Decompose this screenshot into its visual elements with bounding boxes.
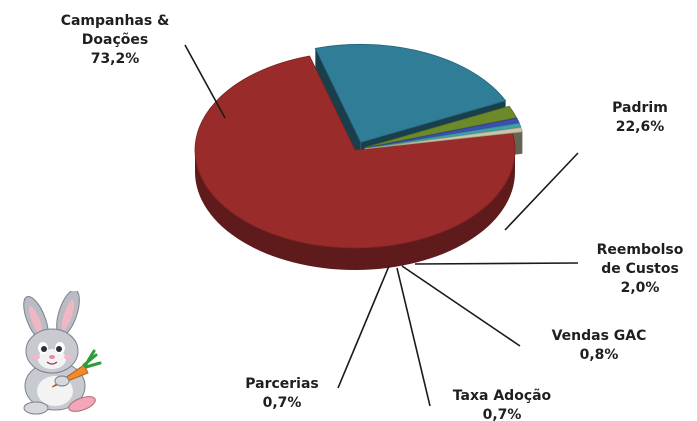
slice-name-label: Taxa Adoção: [453, 388, 552, 404]
slice-value-label: 73,2%: [91, 51, 140, 67]
pie-slice-side: [195, 150, 515, 270]
pie-slice: [364, 127, 523, 150]
bunny-holding-carrot-icon: [23, 291, 102, 415]
slice-name-label: Vendas GAC: [552, 328, 647, 344]
pie-slices: [194, 43, 523, 270]
slice-label: Taxa Adoção 0,7%: [453, 388, 552, 421]
leader-line: [504, 152, 579, 231]
leader-line: [414, 262, 579, 265]
leader-line: [401, 265, 521, 347]
slice-label: Vendas GAC 0,8%: [552, 328, 647, 363]
slice-name-label: de Custos: [601, 261, 679, 277]
slice-name-label: Doações: [82, 32, 148, 48]
slice-label: Parcerias 0,7%: [245, 376, 319, 411]
slice-name-label: Parcerias: [245, 376, 319, 392]
slice-name-label: Campanhas &: [61, 13, 170, 29]
pie-slice: [314, 43, 507, 143]
slice-value-label: 0,8%: [580, 347, 619, 363]
slice-label: Campanhas & Doações 73,2%: [61, 13, 170, 67]
slice-name-label: Padrim: [612, 100, 668, 116]
slice-value-label: 2,0%: [621, 280, 660, 296]
slice-value-label: 0,7%: [483, 407, 522, 421]
pie-slice: [194, 55, 516, 249]
slice-value-label: 0,7%: [263, 395, 302, 411]
slice-value-label: 22,6%: [616, 119, 665, 135]
leader-line: [337, 265, 390, 389]
slice-name-label: Reembolso: [597, 242, 684, 258]
leader-line: [396, 267, 431, 407]
slice-label: Reembolso de Custos 2,0%: [597, 242, 684, 296]
pie-slice-edge: [315, 48, 361, 165]
leader-line: [184, 44, 226, 119]
slice-label: Padrim 22,6%: [612, 100, 668, 135]
pie-slice: [364, 105, 518, 149]
